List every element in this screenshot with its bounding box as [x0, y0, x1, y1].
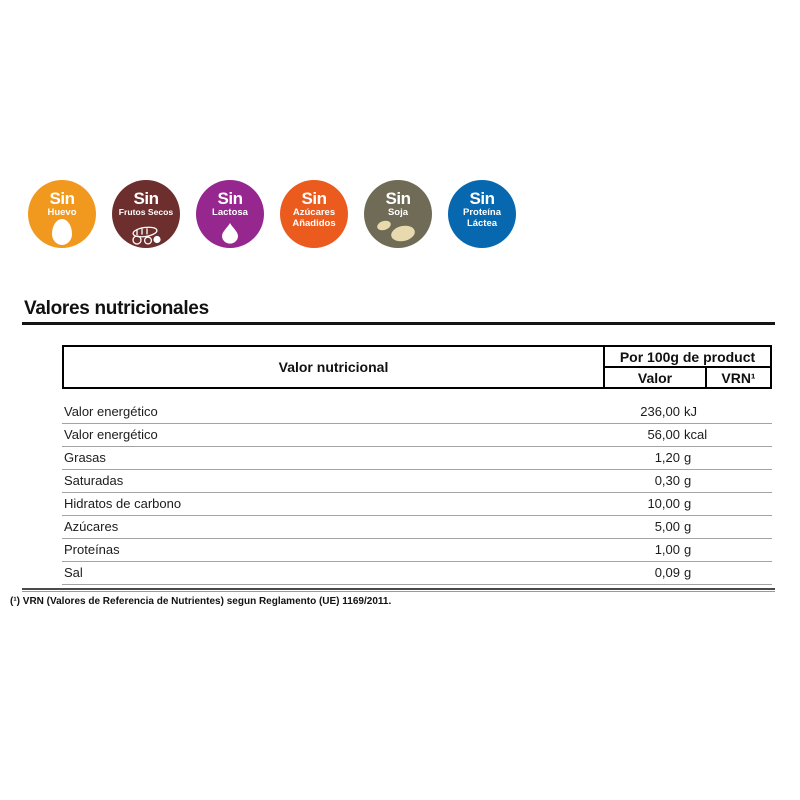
badge-sin-huevo: Sin Huevo [28, 180, 96, 248]
section-title: Valores nutricionales [24, 298, 209, 319]
row-label: Hidratos de carbono [64, 496, 182, 511]
row-unit: g [684, 519, 692, 534]
badge-label-2: Láctea [466, 217, 498, 229]
badge-sin-frutos-secos: Sin Frutos Secos [112, 180, 180, 248]
row-label: Azúcares [64, 519, 119, 534]
badge-label-2: Añadidos [292, 217, 336, 229]
row-value: 236,00 [640, 404, 680, 419]
row-unit: kcal [684, 427, 708, 442]
row-label: Sal [64, 565, 83, 580]
row-unit: g [684, 496, 692, 511]
row-value: 56,00 [647, 427, 680, 442]
table-row: Grasas 1,20 g [62, 447, 772, 470]
table-bottom-rule [22, 588, 775, 592]
table-row: Saturadas 0,30 g [62, 470, 772, 493]
table-row: Proteínas 1,00 g [62, 539, 772, 562]
nuts-icon [132, 226, 161, 245]
badge-title: Sin [301, 189, 327, 208]
badge-title: Sin [133, 189, 159, 208]
allergen-badges-row: Sin Huevo Sin Frutos Secos Sin Lac [28, 180, 516, 248]
column-header-valor: Valor [605, 368, 707, 387]
row-value: 10,00 [647, 496, 680, 511]
row-label: Saturadas [64, 473, 124, 488]
badge-title: Sin [469, 189, 495, 208]
vrn-footnote: (¹) VRN (Valores de Referencia de Nutrie… [10, 596, 392, 607]
row-unit: g [684, 542, 692, 557]
row-value: 5,00 [654, 519, 680, 534]
badge-title: Sin [385, 189, 411, 208]
table-header: Valor nutricional Por 100g de product Va… [62, 345, 772, 389]
badge-label: Azúcares [292, 207, 336, 218]
badge-title: Sin [49, 189, 75, 208]
badge-sin-proteina-lactea: Sin Proteína Láctea [448, 180, 516, 248]
badge-label: Proteína [462, 207, 501, 218]
column-header-vrn: VRN¹ [721, 369, 756, 386]
badge-title: Sin [217, 189, 243, 208]
row-value: 0,30 [654, 473, 680, 488]
table-row: Sal 0,09 g [62, 562, 772, 585]
badge-label: Frutos Secos [118, 207, 174, 217]
row-unit: g [684, 473, 692, 488]
row-label: Valor energético [64, 427, 158, 442]
badge-label: Huevo [47, 207, 77, 218]
row-unit: g [684, 450, 692, 465]
egg-icon [52, 219, 72, 245]
badge-label: Soja [387, 207, 409, 218]
title-underline [22, 322, 775, 325]
badge-sin-azucares-anadidos: Sin Azúcares Añadidos [280, 180, 348, 248]
row-value: 1,20 [654, 450, 680, 465]
row-label: Proteínas [64, 542, 120, 557]
milk-drop-icon [222, 223, 238, 244]
table-body: Valor energético 236,00 kJ Valor energét… [62, 389, 772, 585]
row-unit: g [684, 565, 692, 580]
nutrition-table: Valor nutricional Por 100g de product Va… [62, 345, 772, 585]
row-value: 1,00 [654, 542, 680, 557]
row-value: 0,09 [654, 565, 680, 580]
table-row: Azúcares 5,00 g [62, 516, 772, 539]
column-header-per-100g: Por 100g de product [605, 347, 770, 368]
badge-sin-lactosa: Sin Lactosa [196, 180, 264, 248]
badge-label: Lactosa [212, 207, 248, 218]
table-row: Valor energético 236,00 kJ [62, 401, 772, 424]
badge-sin-soja: Sin Soja [364, 180, 432, 248]
soy-beans-icon [389, 223, 417, 244]
soy-beans-icon [375, 219, 393, 232]
column-header-nutrient: Valor nutricional [64, 347, 605, 387]
row-label: Valor energético [64, 404, 158, 419]
table-row: Valor energético 56,00 kcal [62, 424, 772, 447]
row-unit: kJ [684, 404, 697, 419]
table-row: Hidratos de carbono 10,00 g [62, 493, 772, 516]
row-label: Grasas [64, 450, 106, 465]
